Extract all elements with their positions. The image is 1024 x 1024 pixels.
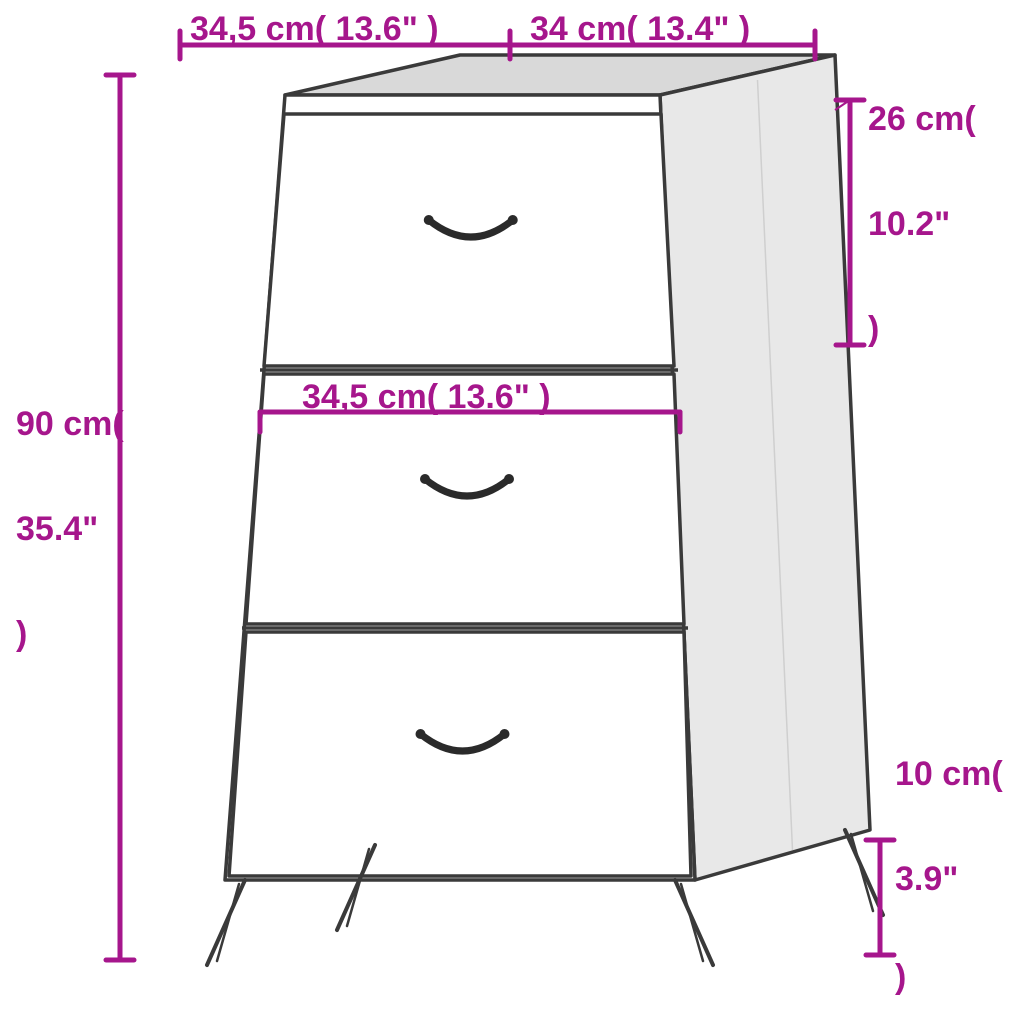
label-height-3: ) [16,615,27,654]
label-height-1: 90 cm( [16,405,124,444]
label-drawer-h-2: 10.2" [868,205,950,244]
label-drawer-h-1: 26 cm( [868,100,976,139]
label-top-width: 34,5 cm( 13.6" ) [190,10,439,49]
label-leg-3: ) [895,958,906,997]
label-mid-width: 34,5 cm( 13.6" ) [302,378,551,417]
label-leg-2: 3.9" [895,860,958,899]
label-height-2: 35.4" [16,510,98,549]
label-drawer-h-3: ) [868,310,879,349]
diagram-svg [0,0,1024,1024]
label-leg-1: 10 cm( [895,755,1003,794]
label-top-depth: 34 cm( 13.4" ) [530,10,750,49]
diagram-stage: 34,5 cm( 13.6" ) 34 cm( 13.4" ) 26 cm( 1… [0,0,1024,1024]
